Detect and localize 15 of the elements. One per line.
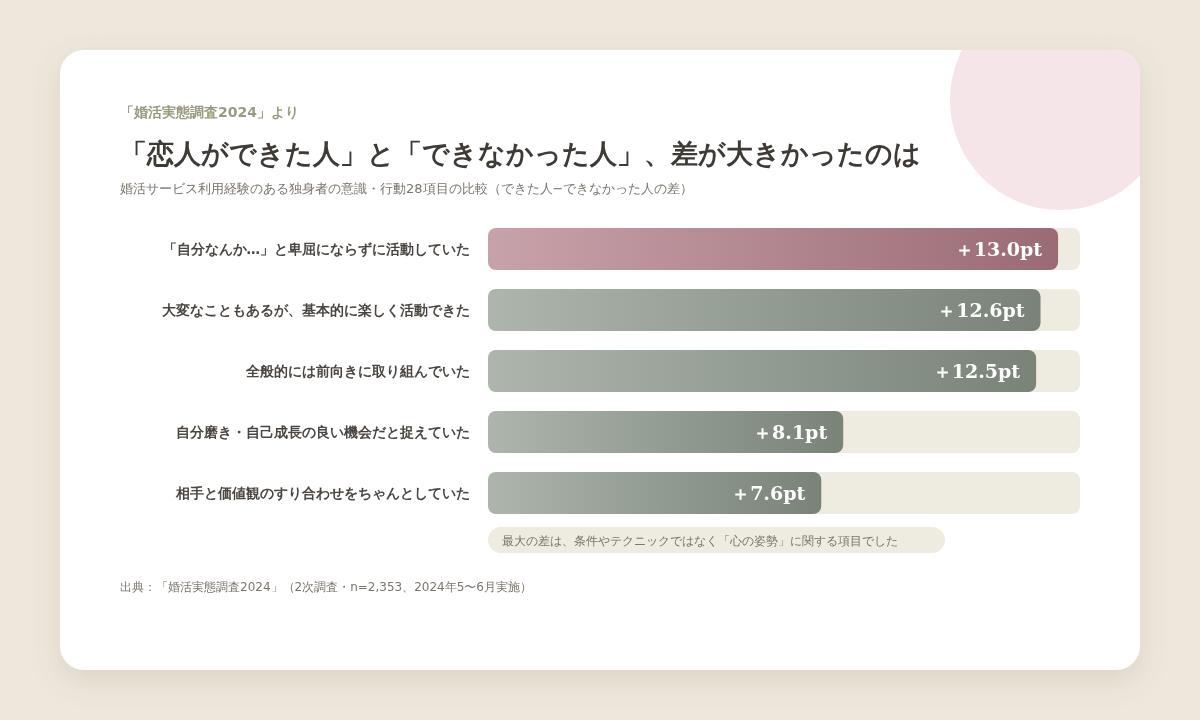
y-tick-label: 全般的には前向きに取り組んでいた	[245, 363, 470, 379]
data-label: ＋8.1pt	[753, 421, 828, 443]
y-tick-label: 「自分なんか…」と卑屈にならずに活動していた	[162, 241, 470, 258]
chart-title: 「恋人ができた人」と「できなかった人」、差が大きかったのは	[120, 138, 921, 169]
source-note: 出典：「婚活実態調査2024」（2次調査・n=2,353、2024年5〜6月実施）	[120, 580, 532, 594]
chart-subtitle: 婚活サービス利用経験のある独身者の意識・行動28項目の比較（できた人−できなかった人の差）	[120, 181, 694, 196]
text: 「婚活実態調査2024」より	[120, 104, 299, 120]
y-tick-label: 大変なこともあるが、基本的に楽しく活動できた	[162, 302, 470, 318]
data-label: ＋12.6pt	[937, 299, 1025, 321]
data-label: ＋13.0pt	[954, 238, 1043, 260]
y-tick-label: 相手と価値観のすり合わせをちゃんとしていた	[175, 485, 470, 501]
data-label: ＋7.6pt	[731, 482, 806, 504]
data-label: ＋12.5pt	[932, 360, 1021, 382]
y-tick-label: 自分磨き・自己成長の良い機会だと捉えていた	[176, 424, 470, 440]
text: 最大の差は、条件やテクニックではなく「心の姿勢」に関する項目でした	[502, 534, 898, 548]
